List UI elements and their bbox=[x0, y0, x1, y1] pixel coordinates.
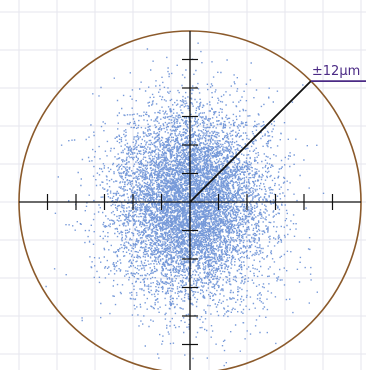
radius-line bbox=[189, 80, 312, 203]
radius-label: ±12μm bbox=[312, 64, 360, 79]
scatter-points bbox=[45, 42, 361, 367]
data-points bbox=[45, 42, 361, 367]
axis-ticks bbox=[46, 58, 334, 346]
